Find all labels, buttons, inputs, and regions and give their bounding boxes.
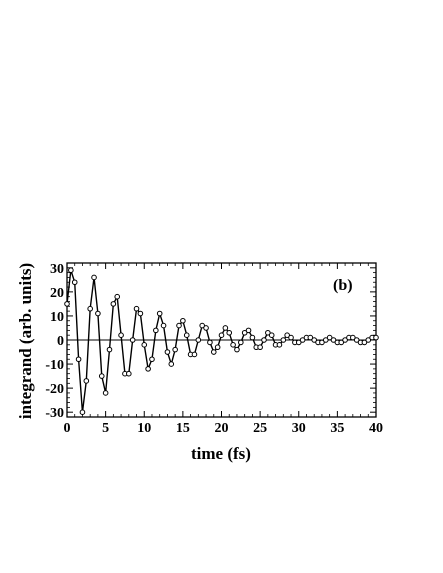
y-axis-title: integrand (arb. units)	[16, 263, 35, 419]
x-tick-label: 5	[102, 421, 109, 436]
data-point	[191, 351, 198, 358]
data-point	[353, 337, 360, 343]
data-point	[106, 346, 113, 353]
data-point	[210, 349, 217, 355]
data-point	[280, 337, 287, 343]
data-point	[238, 339, 244, 346]
data-point	[75, 356, 82, 363]
data-point	[156, 310, 163, 317]
data-point	[164, 349, 171, 355]
data-point	[141, 342, 148, 348]
data-point	[330, 337, 337, 343]
data-point	[203, 325, 209, 331]
data-point	[284, 332, 290, 338]
data-point	[160, 322, 167, 329]
data-point	[295, 339, 302, 346]
data-point	[118, 332, 124, 338]
x-tick-label: 15	[176, 421, 190, 436]
data-point	[299, 337, 306, 343]
data-point	[311, 337, 318, 343]
data-point	[199, 322, 205, 329]
data-point	[71, 279, 78, 286]
y-tick-label: 30	[50, 262, 64, 277]
plot-area: 0 5 10 15 20 25 30 35 40 -30 -20 -10 0 10 20 30	[45, 262, 383, 436]
data-point	[172, 346, 178, 353]
series-line	[66, 270, 376, 413]
data-point	[350, 334, 356, 341]
data-point	[234, 346, 240, 353]
data-point	[261, 337, 267, 343]
y-tick-label: -10	[45, 358, 64, 373]
data-point	[102, 390, 109, 396]
data-point	[79, 409, 86, 415]
data-point	[87, 305, 93, 312]
data-point	[218, 332, 225, 338]
data-point	[68, 267, 74, 274]
data-point	[114, 293, 121, 300]
x-tick-label: 10	[137, 421, 151, 436]
data-point	[265, 329, 271, 336]
data-point	[98, 373, 105, 379]
data-point	[222, 325, 229, 331]
x-tick-label: 30	[292, 421, 306, 436]
data-point	[214, 344, 221, 351]
data-point	[129, 337, 136, 343]
y-tick-label: 10	[50, 310, 64, 325]
y-tick-label: -30	[45, 406, 64, 421]
data-point	[195, 337, 202, 343]
y-tick-label: 20	[50, 286, 64, 301]
data-point	[145, 366, 151, 372]
data-point	[226, 329, 233, 336]
data-point	[183, 332, 190, 338]
data-point	[168, 361, 175, 367]
data-point	[137, 310, 144, 317]
data-point	[249, 334, 256, 341]
data-point	[83, 378, 90, 384]
panel-label: (b)	[333, 277, 353, 294]
data-point	[149, 356, 155, 363]
y-tick-label: -20	[45, 382, 64, 397]
data-point	[230, 342, 236, 348]
data-point	[322, 337, 329, 343]
data-point	[326, 334, 333, 341]
data-point	[338, 339, 345, 346]
data-point	[91, 274, 97, 281]
data-point	[153, 327, 159, 334]
x-tick-label: 25	[253, 421, 267, 436]
data-point	[276, 342, 283, 348]
data-point	[207, 339, 213, 346]
x-tick-label: 0	[64, 421, 71, 436]
data-point	[365, 337, 372, 343]
data-point	[133, 305, 140, 312]
data-point	[319, 339, 325, 346]
data-point	[180, 317, 186, 324]
x-tick-label: 20	[215, 421, 229, 436]
data-point	[307, 334, 314, 341]
data-point	[126, 370, 132, 377]
x-tick-label: 40	[369, 421, 383, 436]
data-point	[176, 322, 182, 329]
data-point	[373, 334, 379, 341]
data-point	[342, 337, 348, 343]
data-point	[95, 310, 101, 317]
y-tick-label: 0	[57, 334, 64, 349]
data-point	[241, 329, 248, 336]
data-point	[110, 301, 117, 307]
data-point	[257, 344, 263, 351]
x-tick-label: 35	[330, 421, 344, 436]
x-axis-title: time (fs)	[191, 444, 251, 463]
data-point	[361, 339, 368, 346]
data-point	[268, 332, 275, 338]
data-point	[288, 334, 294, 341]
data-point	[64, 301, 70, 307]
data-point	[245, 327, 252, 334]
